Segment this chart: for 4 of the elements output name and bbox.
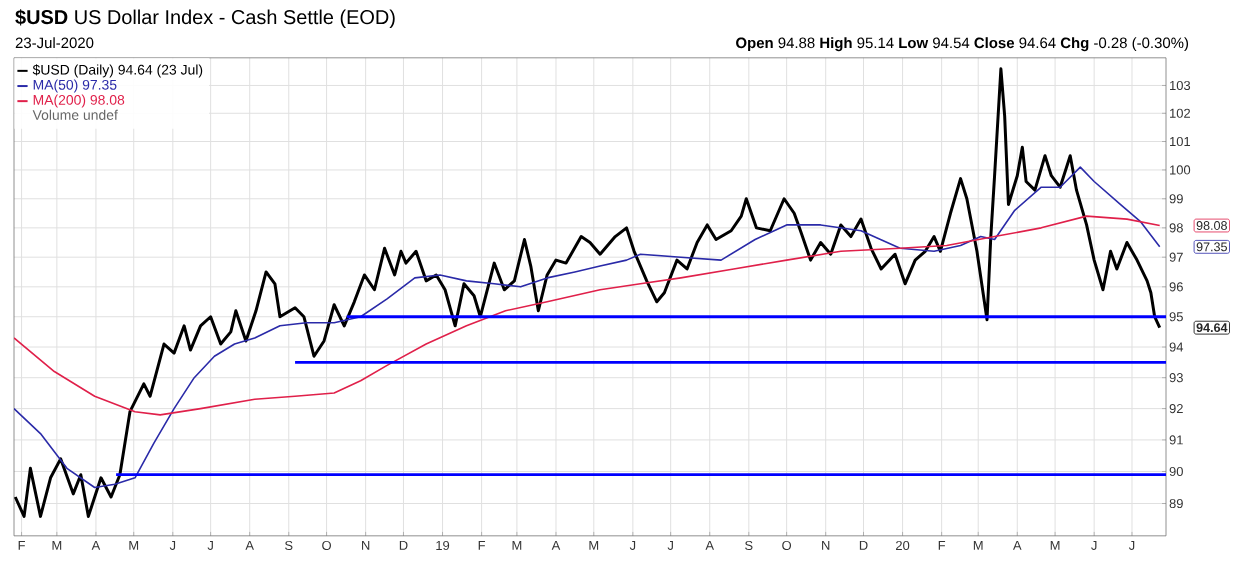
line-series — [14, 166, 1161, 489]
line-series — [14, 67, 1162, 518]
line-series — [14, 215, 1161, 416]
chart-title: $USD US Dollar Index - Cash Settle (EOD) — [15, 9, 395, 29]
